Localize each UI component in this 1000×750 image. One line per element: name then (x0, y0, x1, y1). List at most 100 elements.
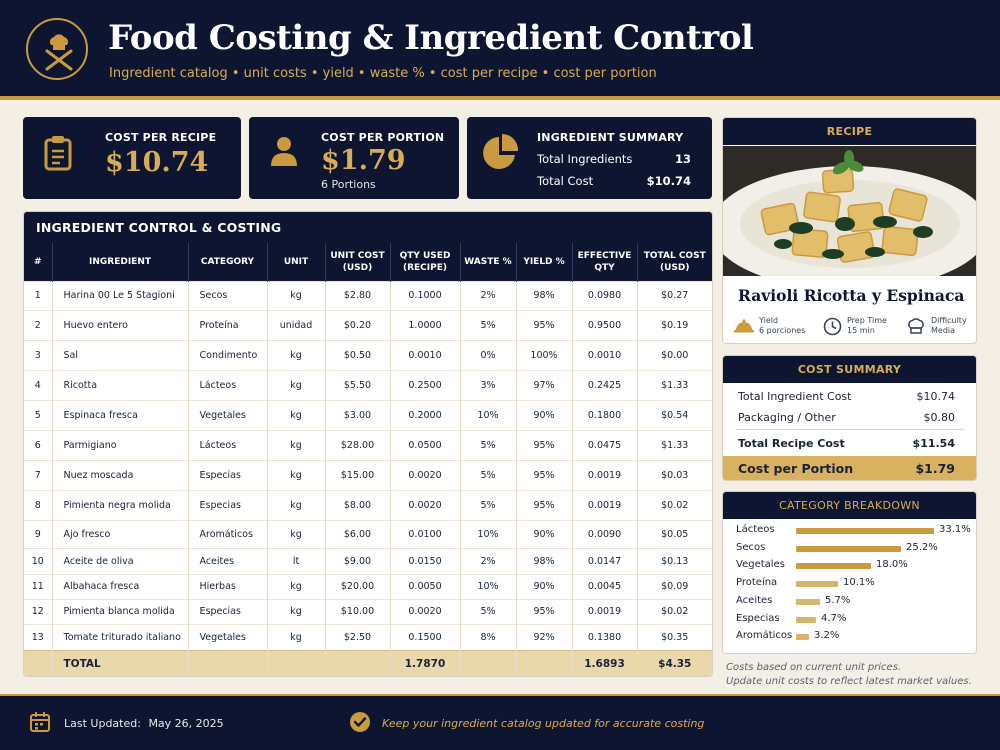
row-number-cell: 7 (24, 459, 52, 490)
category-cell: Especias (187, 598, 267, 624)
column-header[interactable]: WASTE % (459, 243, 516, 281)
prep-value: 15 min (847, 326, 875, 335)
table-row[interactable]: 11 Albahaca fresca Hierbas kg $20.00 0.0050 10… (24, 573, 712, 599)
cs-value: $10.74 (916, 390, 956, 403)
column-header[interactable]: UNIT (266, 243, 325, 281)
check-circle-icon (350, 712, 370, 732)
ingredient-table-panel: INGREDIENT CONTROL & COSTING # INGREDIEN… (23, 211, 713, 677)
ingredient-name-cell: Nuez moscada (51, 459, 188, 490)
row-number-cell: 9 (24, 519, 52, 548)
pie-chart-icon (483, 133, 519, 169)
divider (736, 429, 964, 430)
column-header[interactable]: INGREDIENT (51, 243, 188, 281)
column-header[interactable]: # (24, 243, 52, 281)
waste-pct-cell: 8% (459, 623, 516, 650)
waste-pct-cell: 5% (459, 429, 516, 460)
total-cell (515, 649, 572, 676)
cs-value: $11.54 (912, 437, 955, 450)
waste-pct-cell: 3% (459, 369, 516, 400)
category-bar (796, 616, 816, 623)
column-header[interactable]: UNIT COST (USD) (324, 243, 390, 281)
table-row[interactable]: 5 Espinaca fresca Vegetales kg $3.00 0.2000 10… (24, 399, 712, 430)
table-body: 1 Harina 00 Le 5 Stagioni Secos kg $2.80 0.10… (24, 280, 712, 676)
unit-cost-cell: $6.00 (324, 519, 390, 548)
category-row: Especias 4.7% (736, 613, 971, 627)
table-title: INGREDIENT CONTROL & COSTING (24, 212, 712, 243)
total-label: TOTAL (51, 649, 188, 676)
table-row[interactable]: 13 Tomate triturado italiano Vegetales kg $2… (24, 623, 712, 650)
column-header[interactable]: YIELD % (515, 243, 572, 281)
row-number-cell: 12 (24, 598, 52, 624)
chef-logo (26, 18, 88, 80)
ingredient-name-cell: Sal (51, 339, 188, 370)
waste-pct-cell: 10% (459, 573, 516, 599)
column-header[interactable]: CATEGORY (187, 243, 267, 281)
total-cost-cell: $0.05 (636, 519, 712, 548)
table-row[interactable]: 2 Huevo entero Proteína unidad $0.20 1.0000 5%… (24, 309, 712, 340)
difficulty-label: Difficulty (931, 316, 967, 325)
category-bar (796, 545, 901, 552)
table-row[interactable]: 12 Pimienta blanca molida Especias kg $10.00… (24, 598, 712, 624)
category-pct: 3.2% (814, 630, 840, 642)
unit-cell: kg (266, 399, 325, 430)
total-cost-cell: $1.33 (636, 429, 712, 460)
unit-cost-cell: $20.00 (324, 573, 390, 599)
unit-cost-cell: $2.80 (324, 280, 390, 310)
effective-qty-cell: 0.1380 (571, 623, 637, 650)
unit-cell: kg (266, 459, 325, 490)
total-cost-cell: $0.19 (636, 309, 712, 340)
table-row[interactable]: 7 Nuez moscada Especias kg $15.00 0.0020 5% 95%… (24, 459, 712, 490)
total-cost-cell: $0.02 (636, 598, 712, 624)
last-updated-label: Last Updated: (64, 717, 141, 730)
category-cell: Condimento (187, 339, 267, 370)
recipe-photo (723, 146, 976, 276)
row-number-cell: 1 (24, 280, 52, 310)
ingredient-name-cell: Ajo fresco (51, 519, 188, 548)
unit-cost-cell: $2.50 (324, 623, 390, 650)
yield-pct-cell: 90% (515, 399, 572, 430)
cost-per-recipe-card: COST PER RECIPE $10.74 (23, 117, 241, 199)
total-cell (24, 649, 52, 676)
yield-pct-cell: 98% (515, 280, 572, 310)
yield-pct-cell: 92% (515, 623, 572, 650)
row-number-cell: 6 (24, 429, 52, 460)
table-row[interactable]: 6 Parmigiano Lácteos kg $28.00 0.0500 5% 95% 0.0… (24, 429, 712, 460)
yield-pct-cell: 98% (515, 547, 572, 574)
recipe-yield: Yield 6 porciones (734, 316, 805, 336)
column-header[interactable]: TOTAL COST (USD) (636, 243, 712, 281)
cs-label: Total Recipe Cost (738, 437, 845, 450)
unit-cell: kg (266, 369, 325, 400)
table-row[interactable]: 1 Harina 00 Le 5 Stagioni Secos kg $2.80 0.10… (24, 280, 712, 310)
ingredient-summary-card: INGREDIENT SUMMARY Total Ingredients 13 … (467, 117, 712, 199)
category-bar (796, 598, 820, 605)
qty-used-cell: 0.0100 (389, 519, 460, 548)
unit-cell: lt (266, 547, 325, 574)
cs-label: Cost per Portion (738, 461, 854, 476)
table-row[interactable]: 3 Sal Condimento kg $0.50 0.0010 0% 100% 0.0010 $… (24, 339, 712, 370)
ingredient-name-cell: Tomate triturado italiano (51, 623, 188, 650)
category-cell: Vegetales (187, 399, 267, 430)
clipboard-icon (44, 136, 72, 171)
total-cost-cell: $0.03 (636, 459, 712, 490)
table-row[interactable]: 8 Pimienta negra molida Especias kg $8.00 0.0… (24, 489, 712, 520)
total-cell (324, 649, 390, 676)
total-ingredients-value: 13 (674, 152, 691, 166)
table-row[interactable]: 9 Ajo fresco Aromáticos kg $6.00 0.0100 10% 90%… (24, 519, 712, 548)
unit-cost-cell: $28.00 (324, 429, 390, 460)
table-row[interactable]: 10 Aceite de oliva Aceites lt $9.00 0.0150 2% 9… (24, 547, 712, 574)
category-name: Secos (736, 541, 766, 553)
category-pct: 5.7% (825, 594, 851, 606)
total-cost-cell: $1.33 (636, 369, 712, 400)
calendar-icon (30, 712, 50, 732)
qty-used-cell: 0.2500 (389, 369, 460, 400)
category-bar (796, 634, 809, 641)
qty-used-cell: 0.0010 (389, 339, 460, 370)
yield-pct-cell: 95% (515, 598, 572, 624)
table-row[interactable]: 4 Ricotta Lácteos kg $5.50 0.2500 3% 97% 0.2425 $… (24, 369, 712, 400)
column-header[interactable]: EFFECTIVE QTY (571, 243, 637, 281)
effective-qty-cell: 0.0045 (571, 573, 637, 599)
unit-cell: kg (266, 429, 325, 460)
qty-used-cell: 0.2000 (389, 399, 460, 430)
column-header[interactable]: QTY USED (RECIPE) (389, 243, 460, 281)
total-ingredients-label: Total Ingredients (537, 152, 633, 166)
